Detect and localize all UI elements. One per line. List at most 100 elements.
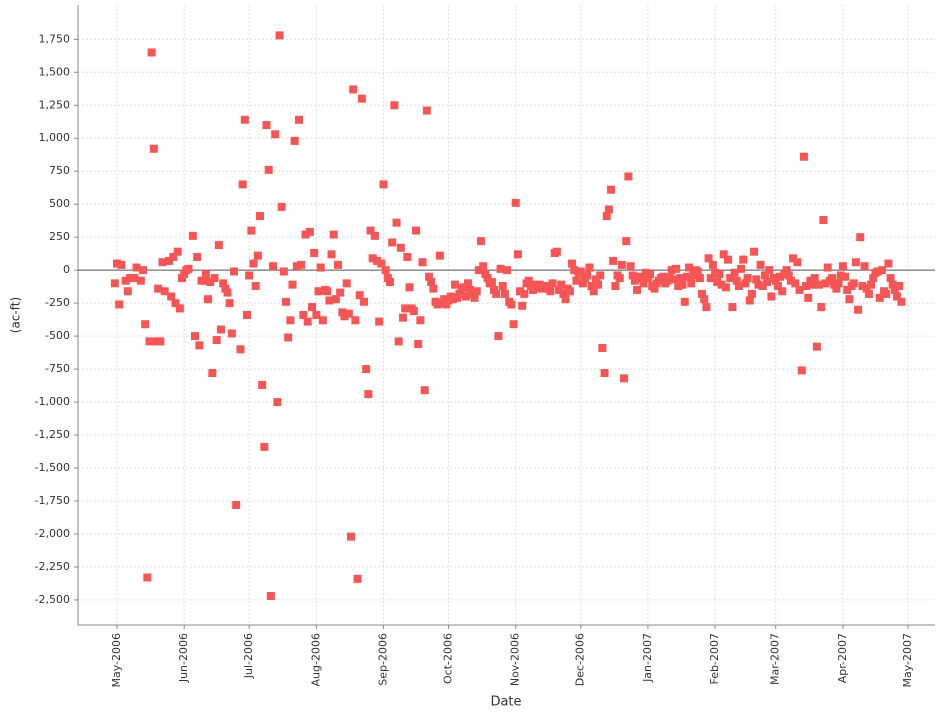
point — [355, 291, 364, 300]
point — [147, 48, 156, 57]
point — [399, 313, 408, 322]
point — [561, 295, 570, 304]
point — [557, 280, 566, 289]
point — [676, 274, 685, 283]
point — [713, 278, 722, 287]
point — [483, 274, 492, 283]
point — [856, 233, 865, 242]
y-tick-label: -2,250 — [35, 560, 70, 573]
point — [297, 260, 306, 269]
point — [630, 276, 639, 285]
point — [626, 262, 635, 271]
point — [578, 279, 587, 288]
point — [609, 256, 618, 265]
point — [264, 165, 273, 174]
y-tick-label: 1,500 — [39, 65, 71, 78]
point — [875, 293, 884, 302]
point — [754, 280, 763, 289]
point — [160, 287, 169, 296]
point — [737, 264, 746, 273]
point — [715, 270, 724, 279]
point — [451, 280, 460, 289]
point — [617, 260, 626, 269]
point — [604, 205, 613, 214]
point — [607, 185, 616, 194]
point — [689, 271, 698, 280]
point — [258, 380, 267, 389]
point — [262, 121, 271, 130]
point — [364, 390, 373, 399]
point — [373, 256, 382, 265]
point — [784, 271, 793, 280]
point — [115, 300, 124, 309]
point — [752, 275, 761, 284]
point — [854, 305, 863, 314]
point — [204, 295, 213, 304]
point — [136, 276, 145, 285]
point — [867, 280, 876, 289]
point — [687, 279, 696, 288]
point — [340, 312, 349, 321]
point — [845, 295, 854, 304]
point — [277, 202, 286, 211]
point — [301, 230, 310, 239]
point — [886, 274, 895, 283]
point — [271, 130, 280, 139]
point — [392, 218, 401, 227]
point — [295, 115, 304, 124]
point — [206, 278, 215, 287]
point — [503, 266, 512, 275]
point — [362, 365, 371, 374]
point — [678, 280, 687, 289]
point — [808, 280, 817, 289]
point — [594, 280, 603, 289]
point — [834, 279, 843, 288]
point — [253, 251, 262, 260]
point — [126, 274, 135, 283]
point — [360, 297, 369, 306]
point — [448, 295, 457, 304]
point — [546, 287, 555, 296]
y-tick-label: -1,750 — [35, 494, 70, 507]
point — [329, 230, 338, 239]
point — [802, 281, 811, 290]
point — [548, 279, 557, 288]
point — [596, 271, 605, 280]
point — [292, 262, 301, 271]
point — [572, 276, 581, 285]
point — [576, 267, 585, 276]
y-tick-label: 1,250 — [39, 98, 71, 111]
point — [167, 292, 176, 301]
point — [269, 262, 278, 271]
point — [308, 303, 317, 312]
point — [455, 289, 464, 298]
point — [693, 267, 702, 276]
point — [858, 281, 867, 290]
point — [472, 287, 481, 296]
point — [357, 94, 366, 103]
point — [305, 227, 314, 236]
point — [665, 274, 674, 283]
point — [685, 263, 694, 272]
point — [568, 259, 577, 268]
point — [680, 297, 689, 306]
point — [791, 279, 800, 288]
point — [570, 266, 579, 275]
point — [396, 243, 405, 252]
point — [370, 231, 379, 240]
point — [412, 226, 421, 235]
point — [405, 283, 414, 292]
point — [851, 258, 860, 267]
point — [815, 280, 824, 289]
point — [786, 276, 795, 285]
point — [771, 276, 780, 285]
y-tick-label: 500 — [49, 197, 70, 210]
point — [511, 198, 520, 207]
point — [286, 316, 295, 325]
point — [416, 316, 425, 325]
point — [843, 285, 852, 294]
point — [765, 266, 774, 275]
point — [494, 332, 503, 341]
point — [518, 301, 527, 310]
point — [728, 303, 737, 312]
